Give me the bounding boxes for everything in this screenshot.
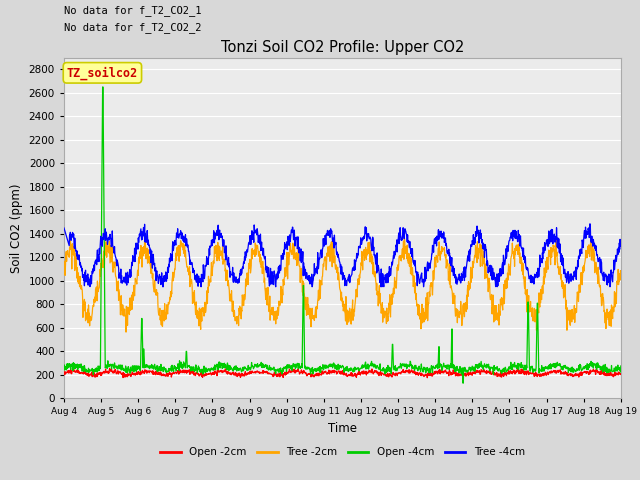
Text: TZ_soilco2: TZ_soilco2 [67,66,138,80]
Title: Tonzi Soil CO2 Profile: Upper CO2: Tonzi Soil CO2 Profile: Upper CO2 [221,40,464,55]
Y-axis label: Soil CO2 (ppm): Soil CO2 (ppm) [10,183,23,273]
Text: No data for f_T2_CO2_1: No data for f_T2_CO2_1 [64,5,202,16]
Legend: Open -2cm, Tree -2cm, Open -4cm, Tree -4cm: Open -2cm, Tree -2cm, Open -4cm, Tree -4… [156,443,529,461]
Text: No data for f_T2_CO2_2: No data for f_T2_CO2_2 [64,22,202,33]
X-axis label: Time: Time [328,422,357,435]
